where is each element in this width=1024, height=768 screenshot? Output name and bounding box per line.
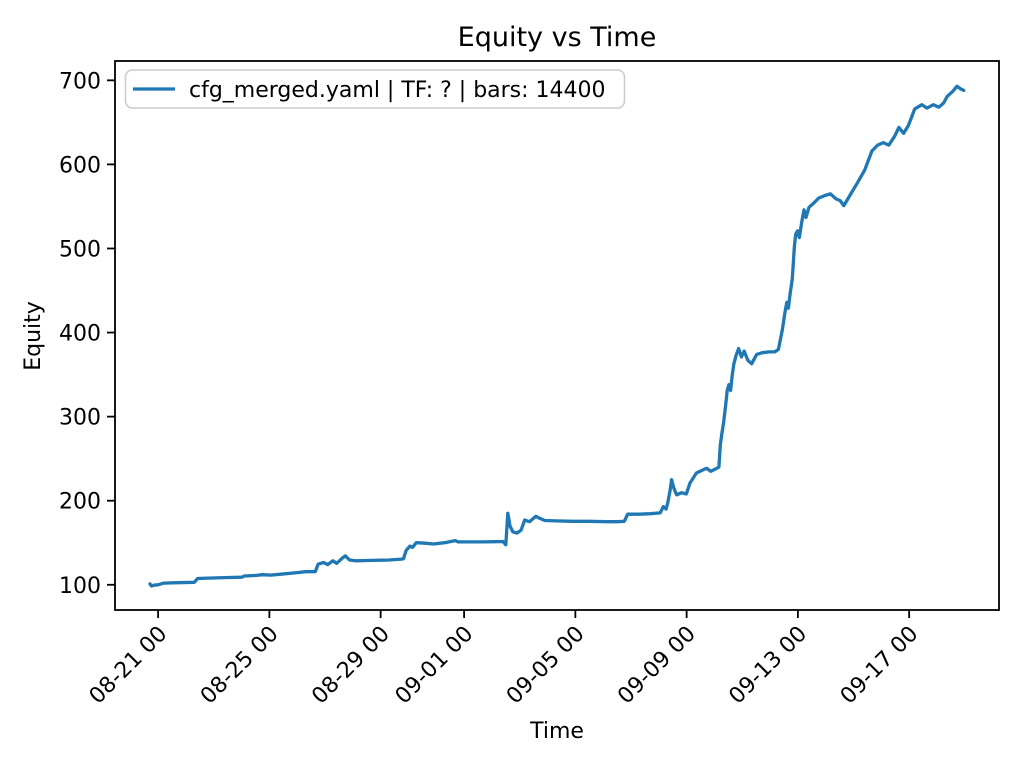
y-axis-label: Equity — [21, 301, 46, 371]
y-tick-label: 600 — [59, 153, 101, 178]
x-tick-label: 09-17 00 — [836, 622, 924, 710]
plot-area — [115, 61, 999, 610]
legend-box — [124, 69, 626, 109]
y-tick-label: 500 — [59, 237, 101, 262]
y-tick-label: 200 — [59, 490, 101, 515]
x-tick-label: 09-13 00 — [725, 622, 813, 710]
y-tick-label: 100 — [59, 574, 101, 599]
x-axis-label: Time — [529, 719, 584, 744]
x-tick-label: 08-25 00 — [196, 622, 284, 710]
chart-title: Equity vs Time — [458, 22, 657, 53]
series-lines — [148, 84, 966, 588]
axes-frame — [114, 60, 1000, 611]
x-tick-label: 08-29 00 — [307, 622, 395, 710]
x-tick-label: 09-09 00 — [613, 622, 701, 710]
y-tick-label: 400 — [59, 322, 101, 347]
equity-line-series — [148, 84, 966, 588]
y-tick-label: 300 — [59, 406, 101, 431]
x-tick-label: 08-21 00 — [85, 622, 173, 710]
y-axis-ticks: 100 200 300 400 500 600 700 — [59, 69, 115, 599]
legend-label: cfg_merged.yaml | TF: ? | bars: 14400 — [189, 78, 606, 103]
y-tick-label: 700 — [59, 69, 101, 94]
x-tick-label: 09-05 00 — [502, 622, 590, 710]
legend: cfg_merged.yaml | TF: ? | bars: 14400 — [124, 69, 626, 109]
x-tick-label: 09-01 00 — [391, 622, 479, 710]
